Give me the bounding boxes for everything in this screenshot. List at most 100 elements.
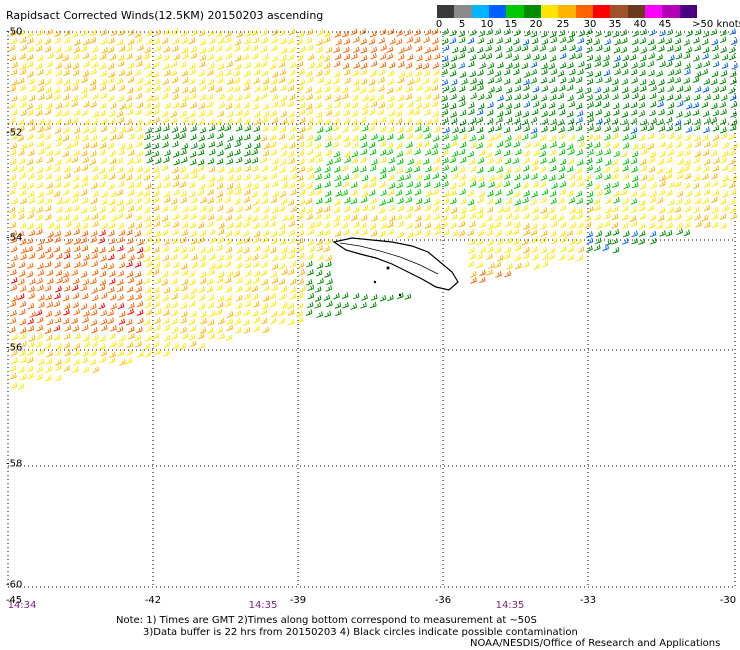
wind-barb: [647, 60, 655, 68]
wind-barb: [217, 317, 225, 325]
wind-barb: [370, 52, 377, 60]
wind-barb: [362, 103, 369, 110]
wind-barb: [522, 110, 530, 118]
wind-barb: [621, 86, 629, 94]
wind-barb: [523, 101, 531, 108]
wind-barb: [405, 126, 413, 133]
wind-barb: [144, 301, 152, 309]
wind-barb: [116, 236, 124, 244]
colorbar-label: 30: [583, 19, 597, 30]
wind-barb: [549, 148, 557, 156]
wind-barb: [72, 292, 80, 300]
wind-barb: [306, 44, 314, 52]
wind-barb: [80, 260, 88, 268]
wind-barb: [603, 69, 611, 77]
wind-barb: [225, 69, 232, 76]
wind-barb: [64, 62, 72, 70]
wind-barb: [541, 85, 549, 92]
wind-barb: [145, 325, 153, 333]
wind-barb: [307, 53, 315, 61]
wind-barb: [190, 167, 198, 174]
wind-barb: [226, 318, 234, 325]
wind-barb: [118, 84, 126, 92]
wind-barb: [233, 102, 241, 110]
wind-barb: [117, 349, 125, 357]
wind-barb: [605, 76, 612, 84]
wind-barb: [530, 116, 538, 124]
wind-barb: [189, 340, 197, 348]
wind-barb: [163, 156, 170, 164]
wind-barb: [522, 93, 530, 100]
wind-barb: [190, 310, 197, 318]
wind-barb: [81, 324, 89, 332]
wind-barb: [541, 188, 549, 196]
wind-barb: [152, 204, 160, 212]
wind-barb: [200, 317, 207, 325]
wind-barb: [703, 60, 711, 68]
wind-barb: [199, 39, 207, 46]
wind-barb: [288, 220, 296, 227]
wind-barb: [317, 126, 324, 134]
lat-label-60: -60: [6, 579, 23, 591]
wind-barb: [126, 125, 133, 133]
wind-barb: [91, 246, 99, 254]
wind-barb: [38, 294, 45, 301]
wind-barb: [406, 181, 414, 188]
wind-barb: [127, 246, 134, 253]
wind-barb: [459, 100, 466, 108]
wind-barb: [694, 134, 701, 142]
wind-barb: [431, 77, 439, 84]
wind-barb: [244, 292, 251, 300]
wind-barb: [235, 262, 243, 269]
wind-barb: [180, 326, 187, 334]
wind-barb: [352, 69, 359, 77]
wind-barb: [253, 198, 260, 206]
wind-barb: [324, 166, 331, 173]
wind-barb: [73, 349, 80, 357]
wind-barb: [576, 254, 584, 262]
wind-barb: [225, 253, 233, 261]
wind-barb: [479, 53, 486, 60]
wind-barb: [71, 95, 79, 102]
wind-barb: [190, 46, 198, 53]
wind-barb: [352, 229, 360, 236]
wind-barb: [271, 164, 278, 172]
wind-barb: [17, 135, 25, 142]
wind-barb: [44, 213, 52, 221]
wind-barb: [208, 148, 216, 156]
wind-barb: [568, 213, 576, 221]
wind-barb: [11, 357, 18, 365]
wind-barb: [173, 261, 180, 269]
wind-barb: [288, 46, 296, 53]
colorbar-label: 5: [458, 19, 466, 30]
wind-barb: [685, 46, 693, 54]
wind-barb: [110, 303, 117, 310]
wind-barb: [119, 103, 126, 110]
wind-barb: [36, 206, 43, 214]
wind-barb: [631, 237, 639, 245]
wind-barb: [476, 79, 484, 86]
wind-barb: [540, 157, 547, 164]
wind-barb: [414, 29, 421, 36]
wind-barb: [694, 118, 701, 125]
wind-barb: [398, 71, 405, 78]
wind-barb: [470, 141, 477, 149]
wind-barb: [163, 28, 170, 36]
wind-barb: [297, 261, 305, 269]
wind-barb: [252, 183, 259, 190]
wind-barb: [621, 205, 629, 212]
wind-barb: [99, 214, 107, 221]
wind-barb: [469, 271, 477, 278]
wind-barb: [522, 182, 529, 189]
wind-barb: [20, 253, 27, 261]
wind-barb: [225, 230, 233, 238]
wind-barb: [224, 196, 232, 204]
wind-barb: [119, 359, 126, 366]
wind-barb: [397, 126, 404, 134]
wind-barb: [54, 316, 62, 324]
wind-barb: [216, 175, 224, 182]
wind-barb: [343, 214, 351, 221]
wind-barb: [352, 166, 359, 173]
wind-barb: [586, 197, 594, 205]
wind-barb: [584, 215, 592, 222]
